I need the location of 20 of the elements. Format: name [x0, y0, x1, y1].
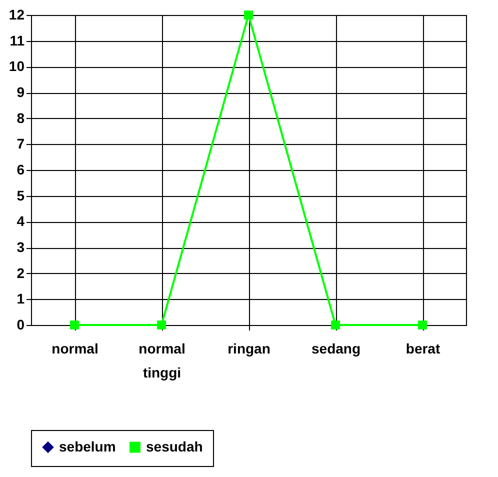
y-tick-label: 4	[16, 213, 25, 230]
x-tick-label: normal tinggi	[138, 340, 186, 380]
x-tick-label: sedang	[311, 340, 361, 356]
legend-label: sebelum	[59, 438, 116, 454]
x-tick-label: normal	[52, 340, 98, 356]
y-tick-label: 7	[16, 136, 25, 152]
x-tick-label: berat	[406, 340, 440, 356]
y-tick-label: 12	[8, 6, 25, 22]
y-tick-label: 8	[16, 110, 25, 126]
y-tick-label: 0	[16, 316, 25, 332]
y-tick-label: 6	[16, 162, 25, 178]
y-tick-label: 11	[10, 32, 25, 48]
y-tick-label: 10	[8, 58, 25, 74]
y-tick-label: 9	[16, 84, 25, 100]
y-tick-label: 3	[16, 239, 25, 255]
legend-label: sesudah	[146, 438, 203, 454]
y-tick-label: 2	[16, 264, 25, 281]
x-tick-label: ringan	[228, 340, 270, 356]
y-tick-label: 5	[16, 187, 25, 204]
y-tick-label: 1	[16, 290, 25, 307]
